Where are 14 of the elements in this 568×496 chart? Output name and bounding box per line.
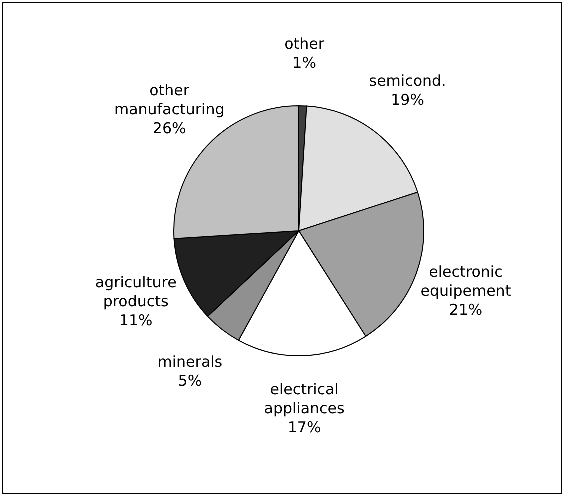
data-label: 11% [119,311,153,330]
slice-label: minerals [158,352,223,371]
data-label: 26% [152,119,186,138]
data-label: 21% [449,301,483,320]
slice-label: electrical appliances [264,380,346,418]
data-label: 17% [288,418,322,436]
slice-label: semicond. [369,72,446,90]
slice-label: other manufacturing [114,81,225,118]
slice-label: agriculture products [95,273,177,310]
slice-label: other [284,35,326,54]
data-label: 19% [391,91,424,110]
data-label: 5% [178,372,202,390]
slice-label: electronic equipement [420,263,512,300]
data-label: 1% [292,54,316,72]
